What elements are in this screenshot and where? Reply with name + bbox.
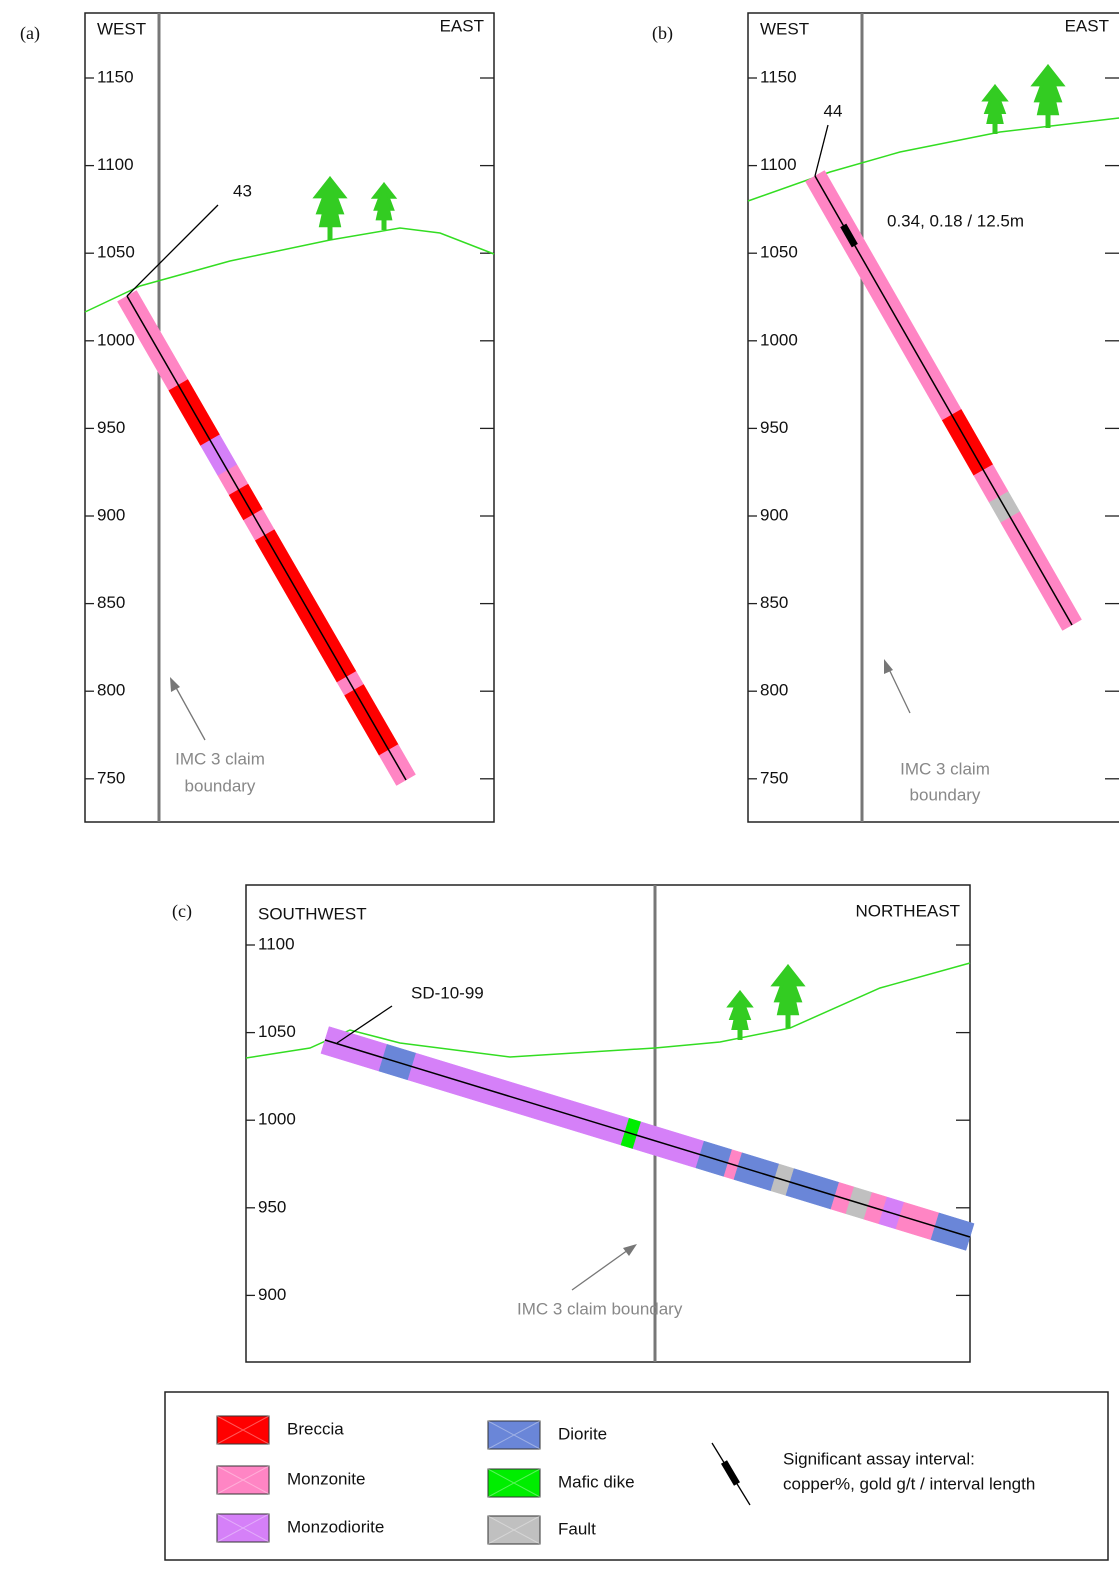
legend-label: Monzodiorite <box>287 1517 384 1536</box>
elevation-label: 950 <box>760 418 788 437</box>
elevation-label: 1050 <box>760 243 798 262</box>
arrow-head <box>623 1244 637 1256</box>
assay-label: 0.34, 0.18 / 12.5m <box>887 211 1024 230</box>
elevation-label: 1100 <box>258 934 295 953</box>
ground-surface <box>748 118 1119 201</box>
boundary-label: IMC 3 claim boundary <box>517 1299 683 1318</box>
ground-surface <box>85 228 494 312</box>
legend-label: Mafic dike <box>558 1472 635 1491</box>
boundary-label: IMC 3 claim <box>900 759 990 778</box>
elevation-label: 850 <box>760 593 788 612</box>
tree <box>1030 64 1065 128</box>
elevation-label: 900 <box>97 505 125 524</box>
arrow-shaft <box>174 684 205 740</box>
arrow-head <box>170 677 180 692</box>
arrow-shaft <box>888 667 910 713</box>
elevation-label: 750 <box>760 768 788 787</box>
direction-label: NORTHEAST <box>855 901 960 920</box>
hole-leader <box>815 125 828 176</box>
drill-trace <box>325 1040 970 1237</box>
legend-label: Fault <box>558 1519 596 1538</box>
legend-assay-label: copper%, gold g/t / interval length <box>783 1474 1035 1493</box>
direction-label: WEST <box>97 19 146 38</box>
legend-assay-label: Significant assay interval: <box>783 1449 975 1468</box>
elevation-label: 1100 <box>760 155 797 174</box>
figure: (a) WEST EAST 1150 1100 1050 1000 950 900 850 800 7… <box>0 0 1120 1572</box>
direction-label: SOUTHWEST <box>258 904 367 923</box>
panel-frame <box>85 13 494 822</box>
legend-label: Breccia <box>287 1419 344 1438</box>
direction-label: EAST <box>440 16 484 35</box>
hole-id: 43 <box>233 181 252 200</box>
tree <box>981 84 1009 134</box>
elevation-label: 900 <box>258 1285 286 1304</box>
drill-trace <box>127 296 406 780</box>
panel-label: (b) <box>652 23 673 44</box>
elevation-label: 950 <box>97 418 125 437</box>
hole-leader <box>127 205 218 296</box>
panel-label: (a) <box>20 23 40 44</box>
elevation-label: 850 <box>97 593 125 612</box>
arrow-head <box>884 659 893 674</box>
elevation-label: 1150 <box>97 67 134 86</box>
arrow-shaft <box>572 1250 628 1290</box>
direction-label: WEST <box>760 19 809 38</box>
elevation-label: 1050 <box>97 243 135 262</box>
elevation-label: 900 <box>760 505 788 524</box>
elevation-label: 1000 <box>760 330 798 349</box>
elevation-label: 1150 <box>760 67 797 86</box>
elevation-label: 1000 <box>258 1110 296 1129</box>
legend-assay-mark <box>724 1462 737 1484</box>
elevation-label: 1050 <box>258 1022 296 1041</box>
legend-label: Monzonite <box>287 1469 365 1488</box>
tree <box>770 964 805 1028</box>
tree <box>371 182 397 230</box>
direction-label: EAST <box>1065 16 1109 35</box>
boundary-label: boundary <box>185 776 256 795</box>
tree <box>726 990 754 1040</box>
elevation-label: 800 <box>760 681 788 700</box>
elevation-label: 800 <box>97 681 125 700</box>
panel-label: (c) <box>172 901 192 922</box>
legend-label: Diorite <box>558 1424 607 1443</box>
boundary-label: boundary <box>910 785 981 804</box>
hole-id: SD-10-99 <box>411 983 484 1002</box>
elevation-label: 1000 <box>97 330 135 349</box>
panel-frame <box>748 13 1119 822</box>
elevation-label: 950 <box>258 1197 286 1216</box>
boundary-label: IMC 3 claim <box>175 749 265 768</box>
page: { "panels": [ {"label": "(a)", "left_lab… <box>0 0 1120 1572</box>
tree <box>312 176 347 240</box>
hole-id: 44 <box>824 101 843 120</box>
elevation-label: 1100 <box>97 155 134 174</box>
elevation-label: 750 <box>97 768 125 787</box>
